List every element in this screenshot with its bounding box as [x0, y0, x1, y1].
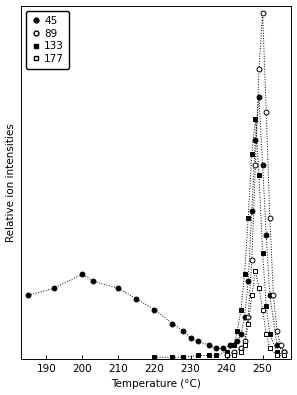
X-axis label: Temperature (°C): Temperature (°C)	[111, 380, 201, 389]
Legend: 45, 89, 133, 177: 45, 89, 133, 177	[26, 11, 69, 69]
Y-axis label: Relative ion intensities: Relative ion intensities	[6, 123, 15, 242]
